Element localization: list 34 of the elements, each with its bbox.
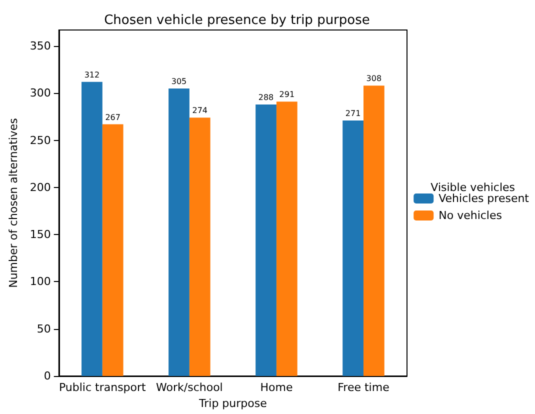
data-label: 291: [279, 90, 295, 100]
bar: [82, 82, 102, 376]
y-tick-label: 0: [44, 370, 51, 382]
bar: [276, 102, 298, 376]
bar: [363, 86, 384, 376]
legend-label: Vehicles present: [438, 192, 530, 205]
x-axis-title: Trip purpose: [198, 397, 268, 410]
y-tick-label: 50: [36, 322, 51, 336]
bar: [342, 120, 364, 376]
legend-title: Visible vehicles: [430, 181, 516, 194]
y-tick-label: 250: [30, 134, 51, 147]
x-tick-label: Public transport: [58, 381, 147, 394]
y-tick-label: 350: [30, 40, 51, 53]
data-label: 308: [366, 74, 382, 84]
y-axis-title: Number of chosen alternatives: [7, 118, 20, 288]
x-tick-label: Free time: [338, 381, 390, 394]
bar: [102, 124, 124, 376]
data-label: 288: [258, 92, 274, 102]
data-label: 312: [84, 70, 100, 80]
bar: [168, 88, 190, 376]
data-label: 271: [345, 109, 361, 118]
data-label: 305: [171, 76, 187, 86]
x-tick-label: Work/school: [156, 381, 223, 394]
y-tick-label: 100: [30, 275, 51, 288]
y-tick-label: 200: [30, 180, 51, 194]
legend-label: No vehicles: [438, 209, 502, 222]
x-tick-label: Home: [260, 381, 293, 394]
y-tick-label: 300: [30, 86, 51, 100]
data-label: 274: [192, 106, 208, 116]
bar: [189, 118, 210, 376]
bar: [256, 104, 276, 376]
data-label: 267: [105, 112, 120, 122]
y-tick-label: 150: [30, 228, 51, 242]
chart-title: Chosen vehicle presence by trip purpose: [104, 13, 370, 28]
